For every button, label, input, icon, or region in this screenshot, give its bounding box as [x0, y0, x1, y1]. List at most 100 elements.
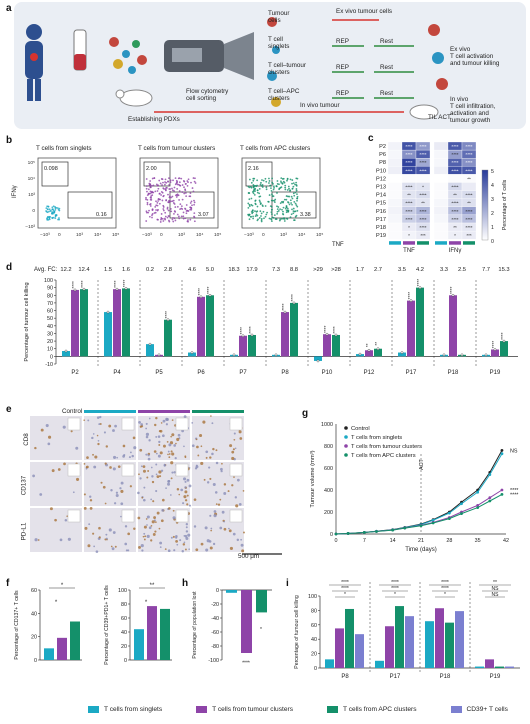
- heatmap-cell: [415, 230, 431, 240]
- ihc-stain-dot: [151, 520, 155, 524]
- flow-event-dot: [286, 189, 289, 191]
- ihc-stain-dot: [146, 534, 150, 538]
- ihc-stain-dot: [155, 473, 158, 476]
- ihc-stain-dot: [167, 450, 170, 453]
- ihc-stain-dot: [162, 444, 166, 448]
- flow-event-dot: [157, 184, 160, 187]
- ihc-stain-dot: [148, 417, 151, 420]
- flow-x-tick: −10³: [40, 232, 50, 238]
- y-tick-label: 400: [324, 488, 333, 494]
- ihc-stain-dot: [160, 519, 164, 523]
- flow-event-dot: [271, 177, 274, 180]
- y-tick-label: -60: [211, 630, 219, 636]
- flow-event-dot: [270, 189, 273, 192]
- flow-event-dot: [265, 188, 268, 191]
- flow-event-dot: [148, 209, 150, 212]
- ihc-stain-dot: [172, 516, 176, 520]
- flow-event-dot: [286, 177, 289, 180]
- ihc-stain-dot: [141, 549, 144, 552]
- significance-label: NS: [492, 592, 500, 598]
- flow-event-dot: [250, 210, 253, 213]
- flow-event-dot: [250, 197, 253, 200]
- flow-y-tick: 10³: [28, 192, 35, 198]
- ihc-stain-dot: [129, 451, 132, 454]
- heatmap-sig: *: [408, 233, 410, 238]
- ihc-stain-dot: [211, 422, 214, 425]
- flow-event-dot: [272, 199, 274, 202]
- flow-event-dot: [256, 189, 259, 192]
- ihc-stain-dot: [239, 437, 243, 440]
- flow-event-dot: [146, 190, 148, 193]
- heatmap-sig: ****: [405, 185, 412, 190]
- ihc-stain-dot: [102, 485, 106, 489]
- flow-event-dot: [178, 177, 181, 180]
- flow-gate-value-bottom-right: 3.07: [198, 212, 209, 218]
- heatmap-sig: ****: [465, 144, 472, 149]
- flow-event-dot: [268, 180, 271, 182]
- growth-line: [335, 493, 503, 535]
- growth-point: [391, 528, 395, 532]
- y-tick-label: -40: [211, 616, 219, 622]
- flow-event-dot: [164, 215, 167, 218]
- significance-label: ****: [239, 327, 245, 335]
- y-tick-label: -100: [208, 658, 219, 664]
- flow-event-dot: [172, 179, 174, 182]
- flow-y-tick: 10⁴: [28, 176, 35, 182]
- flow-event-dot: [145, 187, 148, 190]
- ihc-inset: [229, 463, 243, 477]
- panel-a-schematic: [14, 2, 526, 129]
- bar: [281, 312, 289, 357]
- end-significance-label: ****: [510, 492, 519, 498]
- ihc-stain-dot: [91, 436, 94, 440]
- flow-event-dot: [265, 213, 268, 216]
- heatmap-cell: [447, 174, 463, 183]
- legend-label: T cells from singlets: [351, 435, 402, 441]
- flow-event-dot: [171, 218, 174, 221]
- y-tick-label: 20: [47, 339, 53, 345]
- patient-figure: [25, 24, 43, 101]
- bar: [425, 621, 434, 668]
- heatmap-row-label: P2: [379, 144, 386, 150]
- flow-event-dot: [158, 198, 161, 201]
- panel-label-i: i: [286, 578, 289, 589]
- data-point: [64, 349, 68, 353]
- ihc-stain-dot: [170, 461, 174, 465]
- significance-label: ****: [391, 580, 399, 586]
- y-tick-label: 100: [44, 278, 53, 284]
- flow-y-tick: 10⁵: [28, 160, 35, 166]
- ihc-stain-dot: [170, 477, 173, 480]
- ihc-stain-dot: [238, 430, 242, 434]
- flow-event-dot: [155, 183, 158, 186]
- flow-event-dot: [168, 215, 170, 217]
- flow-event-dot: [149, 192, 152, 195]
- flow-event-dot: [164, 211, 167, 214]
- data-point: [484, 353, 488, 357]
- significance-label: ****: [290, 294, 296, 302]
- flow-event-dot: [188, 195, 191, 198]
- ihc-stain-dot: [175, 540, 178, 543]
- heatmap-row-label: P14: [376, 193, 386, 199]
- ihc-stain-dot: [153, 450, 157, 453]
- flow-event-dot: [248, 192, 250, 194]
- ihc-stain-dot: [57, 468, 61, 471]
- ihc-stain-dot: [105, 537, 108, 540]
- flow-event-dot: [168, 220, 171, 223]
- ihc-stain-dot: [67, 537, 71, 541]
- ihc-stain-dot: [144, 535, 147, 538]
- ihc-stain-dot: [161, 508, 164, 512]
- ihc-stain-dot: [154, 530, 157, 533]
- ihc-stain-dot: [97, 442, 100, 446]
- flow-event-dot: [283, 198, 286, 201]
- ihc-stain-dot: [99, 415, 102, 419]
- flow-event-dot: [173, 212, 175, 215]
- flow-event-dot: [151, 216, 153, 219]
- growth-line: [335, 489, 503, 535]
- flow-event-dot: [283, 220, 286, 222]
- flow-event-dot: [172, 199, 175, 202]
- ihc-stain-dot: [119, 487, 122, 490]
- flow-event-dot: [179, 203, 182, 206]
- ihc-inset: [67, 463, 81, 477]
- growth-point: [488, 473, 492, 476]
- ihc-stain-dot: [89, 495, 92, 498]
